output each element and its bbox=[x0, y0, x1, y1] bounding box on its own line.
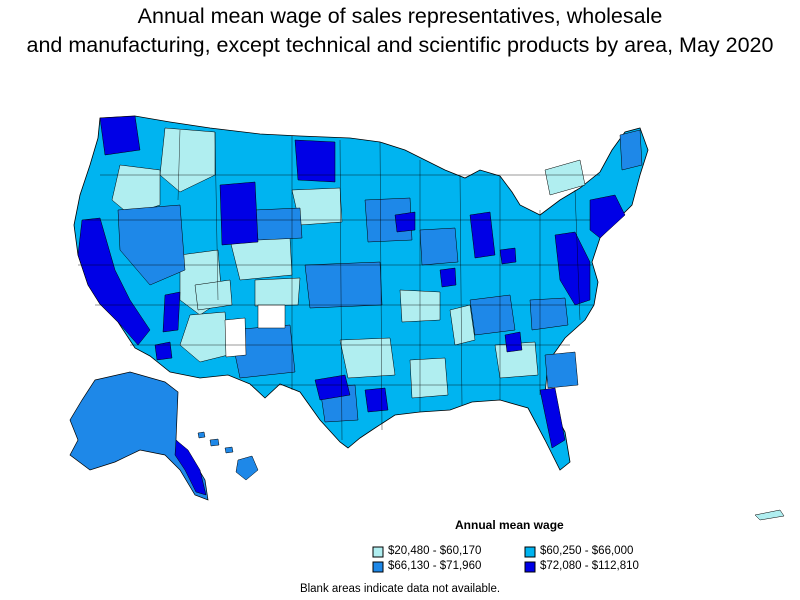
legend-label-2: $60,250 - $66,000 bbox=[540, 545, 634, 557]
alaska bbox=[69, 371, 209, 501]
map-title: Annual mean wage of sales representative… bbox=[0, 2, 800, 60]
footnote: Blank areas indicate data not available. bbox=[299, 583, 501, 595]
puerto-rico bbox=[754, 509, 785, 521]
legend-swatch-3 bbox=[372, 561, 384, 573]
alaska-panhandle-region bbox=[174, 439, 207, 496]
title-line-2: and manufacturing, except technical and … bbox=[26, 33, 774, 57]
legend-title: Annual mean wage bbox=[455, 518, 564, 532]
title-line-1: Annual mean wage of sales representative… bbox=[137, 4, 663, 28]
legend-label-3: $66,130 - $71,960 bbox=[388, 560, 482, 572]
legend-swatch-1 bbox=[372, 546, 384, 558]
legend-swatch-2 bbox=[524, 546, 536, 558]
legend-label-1: $20,480 - $60,170 bbox=[388, 545, 482, 557]
hawaii bbox=[197, 431, 259, 481]
legend-swatches bbox=[372, 546, 536, 573]
legend-label-4: $72,080 - $112,810 bbox=[540, 560, 639, 572]
legend-swatch-4 bbox=[524, 561, 536, 573]
area-borders bbox=[78, 129, 600, 441]
